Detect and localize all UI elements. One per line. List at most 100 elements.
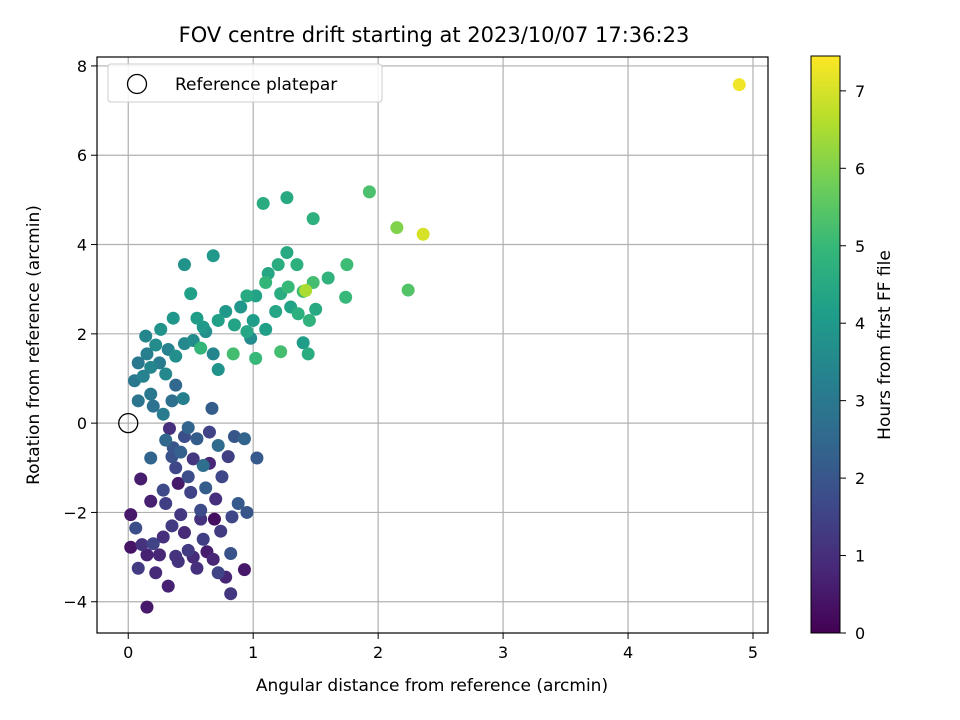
colorbar-tick-label: 5 (855, 237, 865, 256)
data-point (159, 497, 173, 511)
data-point (224, 587, 238, 601)
data-point (194, 503, 208, 517)
data-point (296, 336, 310, 350)
data-point (246, 313, 260, 327)
colorbar-tick-label: 6 (855, 159, 865, 178)
data-point (190, 311, 204, 325)
data-point (234, 300, 248, 314)
data-point (206, 249, 220, 263)
y-axis-label: Rotation from reference (arcmin) (24, 205, 44, 485)
chart-title: FOV centre drift starting at 2023/10/07 … (179, 23, 690, 47)
data-point (154, 322, 168, 336)
data-point (227, 430, 241, 444)
data-point (237, 563, 251, 577)
data-point (215, 470, 229, 484)
data-point (174, 445, 188, 459)
data-point (144, 451, 158, 465)
x-tick-label: 3 (498, 643, 508, 662)
data-point (166, 311, 180, 325)
data-point (240, 505, 254, 519)
data-point (211, 313, 225, 327)
data-point (181, 421, 195, 435)
data-point (190, 561, 204, 575)
data-point (732, 78, 746, 92)
colorbar-tick-label: 4 (855, 314, 865, 333)
data-point (156, 530, 170, 544)
data-point (205, 401, 219, 415)
x-tick-label: 2 (373, 643, 383, 662)
data-point (196, 532, 210, 546)
data-point (271, 258, 285, 272)
data-point (169, 349, 183, 363)
data-point (250, 451, 264, 465)
data-point (280, 246, 294, 260)
data-point (131, 356, 145, 370)
data-point (140, 548, 154, 562)
data-point (401, 283, 415, 297)
grid-lines (97, 57, 768, 633)
data-point (177, 258, 191, 272)
data-point (290, 258, 304, 272)
data-point (390, 221, 404, 235)
reference-platepar-marker (118, 412, 139, 434)
x-axis-label: Angular distance from reference (arcmin) (256, 676, 608, 696)
data-point (156, 483, 170, 497)
y-tick-label: 4 (77, 236, 87, 255)
data-point (165, 519, 179, 533)
data-point (309, 302, 323, 316)
data-point (339, 290, 353, 304)
data-point (124, 508, 138, 522)
data-point (194, 341, 208, 355)
data-point (237, 432, 251, 446)
y-tick-label: −4 (63, 593, 87, 612)
data-point (146, 537, 160, 551)
data-point (224, 547, 238, 561)
x-tick-label: 1 (248, 643, 258, 662)
legend-label: Reference platepar (175, 75, 337, 95)
y-tick-label: 0 (77, 414, 87, 433)
data-point (299, 284, 313, 298)
data-point (144, 387, 158, 401)
data-point (269, 305, 283, 319)
data-point (206, 347, 220, 361)
data-point (225, 510, 239, 524)
data-point (140, 347, 154, 361)
data-point (214, 524, 228, 538)
data-point (144, 494, 158, 508)
data-point (131, 394, 145, 408)
colorbar-label: Hours from first FF file (875, 250, 895, 440)
data-point (240, 289, 254, 303)
legend: Reference platepar (107, 63, 383, 103)
data-point (184, 485, 198, 499)
x-axis-ticks: 0 1 2 3 4 5 (123, 633, 758, 662)
data-point (190, 432, 204, 446)
data-point (149, 566, 163, 580)
plot-frame (96, 56, 769, 634)
legend-box (107, 63, 383, 103)
data-point (291, 307, 305, 321)
data-point (184, 287, 198, 301)
data-point (174, 508, 188, 522)
data-point (302, 313, 316, 327)
data-point (134, 472, 148, 486)
data-point (219, 305, 233, 319)
data-point (281, 280, 295, 294)
data-point (274, 345, 288, 359)
x-tick-label: 5 (748, 643, 758, 662)
data-point (131, 561, 145, 575)
data-point (169, 378, 183, 392)
data-point (156, 407, 170, 421)
y-tick-label: 6 (77, 146, 87, 165)
colorbar-tick-label: 7 (855, 82, 865, 101)
data-point (211, 566, 225, 580)
data-point (162, 421, 176, 435)
data-point (280, 191, 294, 205)
colorbar-tick-label: 0 (855, 624, 865, 643)
x-tick-label: 4 (623, 643, 633, 662)
data-point (194, 512, 208, 526)
y-tick-label: 8 (77, 57, 87, 76)
legend-marker-open-circle (126, 73, 148, 95)
y-tick-label: 2 (77, 325, 87, 344)
data-point (181, 543, 195, 557)
data-point (231, 497, 245, 511)
